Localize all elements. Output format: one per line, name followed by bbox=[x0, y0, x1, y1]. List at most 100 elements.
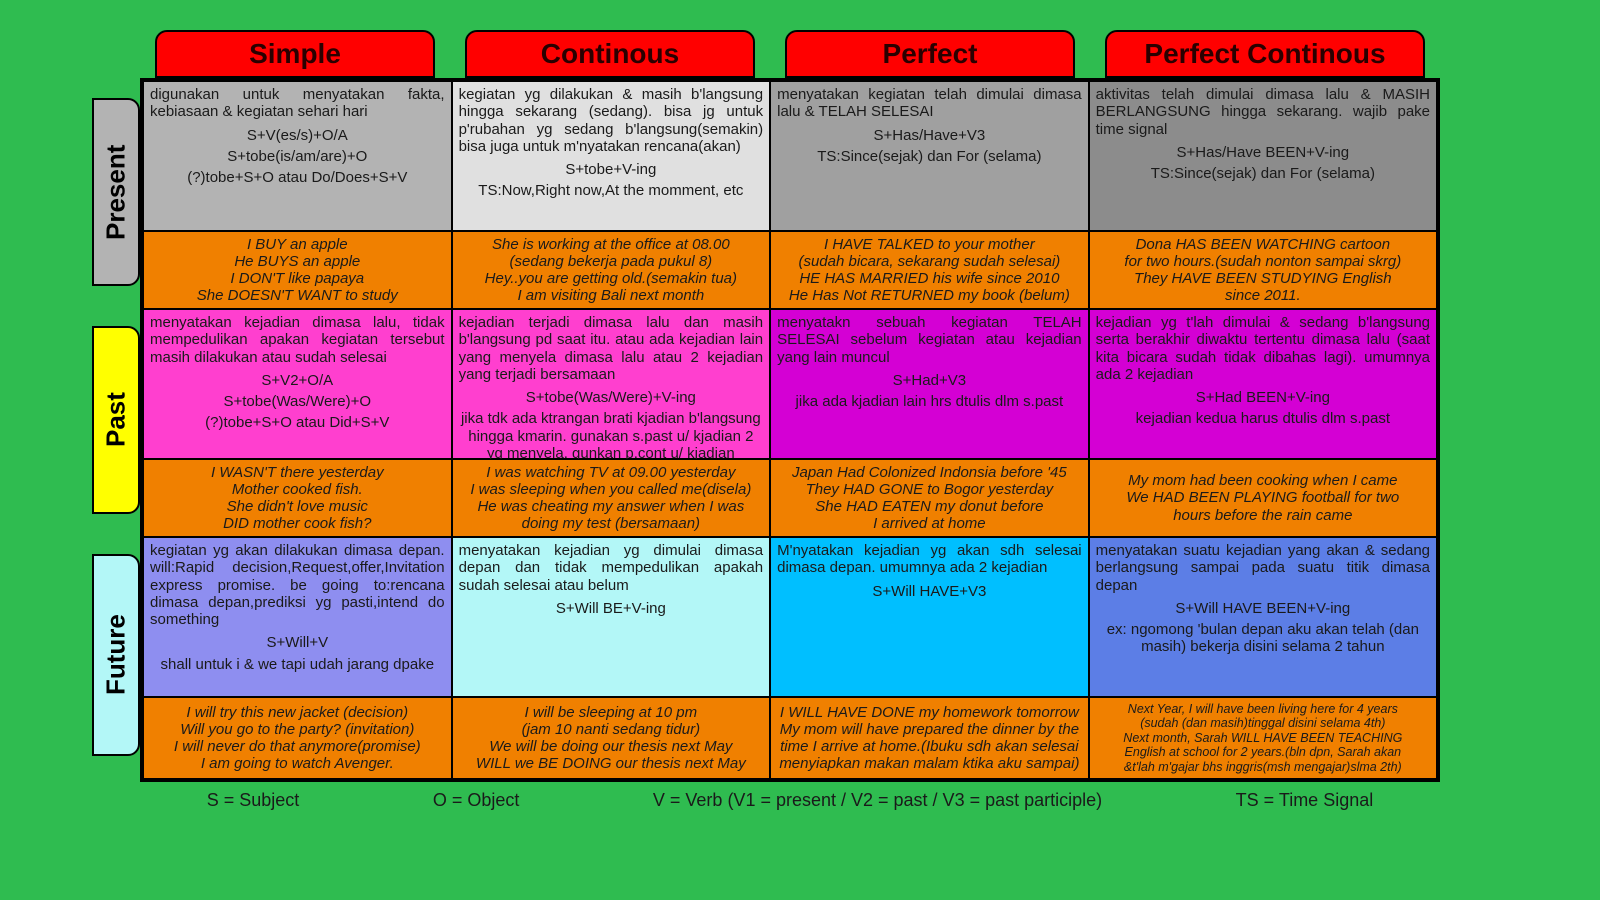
time-signal: TS:Now,Right now,At the momment, etc bbox=[459, 182, 764, 199]
example-line: My mom had been cooking when I came bbox=[1096, 472, 1430, 489]
examples-future-0: I will try this new jacket (decision)Wil… bbox=[143, 697, 452, 779]
example-line: He was cheating my answer when I was bbox=[459, 498, 764, 515]
time-signal: TS:Since(sejak) dan For (selama) bbox=[777, 148, 1082, 165]
legend-item: S = Subject bbox=[207, 790, 300, 811]
formula: S+Had BEEN+V-ing bbox=[1096, 389, 1430, 406]
examples-past-2: Japan Had Colonized Indonsia before '45T… bbox=[770, 459, 1089, 537]
example-line: They HAVE BEEN STUDYING English bbox=[1096, 270, 1430, 287]
example-line: HE HAS MARRIED his wife since 2010 bbox=[777, 270, 1082, 287]
example-line: Will you go to the party? (invitation) bbox=[150, 721, 445, 738]
formula: S+Had+V3 bbox=[777, 372, 1082, 389]
row-tab-past: Past bbox=[92, 326, 140, 514]
desc-text: M'nyatakan kejadian yg akan sdh selesai … bbox=[777, 542, 1082, 577]
example-line: I DON'T like papaya bbox=[150, 270, 445, 287]
formula: S+V2+O/A bbox=[150, 372, 445, 389]
desc-future-2: M'nyatakan kejadian yg akan sdh selesai … bbox=[770, 537, 1089, 697]
examples-present-2: I HAVE TALKED to your mother(sudah bicar… bbox=[770, 231, 1089, 309]
desc-past-3: kejadian yg t'lah dimulai & sedang b'lan… bbox=[1089, 309, 1437, 459]
example-line: We HAD BEEN PLAYING football for two bbox=[1096, 489, 1430, 506]
time-signal: shall untuk i & we tapi udah jarang dpak… bbox=[150, 656, 445, 673]
legend-item: V = Verb (V1 = present / V2 = past / V3 … bbox=[653, 790, 1102, 811]
example-line: Hey..you are getting old.(semakin tua) bbox=[459, 270, 764, 287]
desc-text: kejadian terjadi dimasa lalu dan masih b… bbox=[459, 314, 764, 383]
example-line: I will be sleeping at 10 pm bbox=[459, 704, 764, 721]
desc-text: menyatakn sebuah kegiatan TELAH SELESAI … bbox=[777, 314, 1082, 366]
example-line: My mom will have prepared the dinner by … bbox=[777, 721, 1082, 738]
example-line: She HAD EATEN my donut before bbox=[777, 498, 1082, 515]
example-line: DID mother cook fish? bbox=[150, 515, 445, 532]
example-line: We will be doing our thesis next May bbox=[459, 738, 764, 755]
col-tab-perfect-continous: Perfect Continous bbox=[1105, 30, 1425, 78]
desc-text: menyatakan kejadian dimasa lalu, tidak m… bbox=[150, 314, 445, 366]
example-line: I HAVE TALKED to your mother bbox=[777, 236, 1082, 253]
desc-past-1: kejadian terjadi dimasa lalu dan masih b… bbox=[452, 309, 771, 459]
formula: (?)tobe+S+O atau Do/Does+S+V bbox=[150, 169, 445, 186]
row-tab-present: Present bbox=[92, 98, 140, 286]
desc-text: aktivitas telah dimulai dimasa lalu & MA… bbox=[1096, 86, 1430, 138]
examples-past-1: I was watching TV at 09.00 yesterdayI wa… bbox=[452, 459, 771, 537]
tenses-grid: Simple Continous Perfect Perfect Continous d… bbox=[0, 0, 1600, 900]
col-tab-perfect: Perfect bbox=[785, 30, 1075, 78]
example-line: I was sleeping when you called me(disela… bbox=[459, 481, 764, 498]
example-line: Japan Had Colonized Indonsia before '45 bbox=[777, 464, 1082, 481]
example-line: time I arrive at home.(Ibuku sdh akan se… bbox=[777, 738, 1082, 755]
examples-present-3: Dona HAS BEEN WATCHING cartoonfor two ho… bbox=[1089, 231, 1437, 309]
formula: S+Has/Have+V3 bbox=[777, 127, 1082, 144]
desc-future-0: kegiatan yg akan dilakukan dimasa depan.… bbox=[143, 537, 452, 697]
desc-past-2: menyatakn sebuah kegiatan TELAH SELESAI … bbox=[770, 309, 1089, 459]
desc-text: kegiatan yg akan dilakukan dimasa depan.… bbox=[150, 542, 445, 628]
grid: digunakan untuk menyatakan fakta, kebias… bbox=[140, 78, 1440, 782]
example-line: She DOESN'T WANT to study bbox=[150, 287, 445, 304]
example-line: menyiapkan makan malam ktika aku sampai) bbox=[777, 755, 1082, 772]
example-line: English at school for 2 years.(bln dpn, … bbox=[1096, 745, 1430, 759]
desc-present-0: digunakan untuk menyatakan fakta, kebias… bbox=[143, 81, 452, 231]
formula: S+tobe+V-ing bbox=[459, 161, 764, 178]
example-line: WILL we BE DOING our thesis next May bbox=[459, 755, 764, 772]
example-line: I WASN'T there yesterday bbox=[150, 464, 445, 481]
desc-text: digunakan untuk menyatakan fakta, kebias… bbox=[150, 86, 445, 121]
legend: S = SubjectO = ObjectV = Verb (V1 = pres… bbox=[140, 790, 1440, 811]
formula: (?)tobe+S+O atau Did+S+V bbox=[150, 414, 445, 431]
example-line: doing my test (bersamaan) bbox=[459, 515, 764, 532]
examples-past-3: My mom had been cooking when I cameWe HA… bbox=[1089, 459, 1437, 537]
example-line: Next Year, I will have been living here … bbox=[1096, 702, 1430, 716]
col-tab-continous: Continous bbox=[465, 30, 755, 78]
examples-past-0: I WASN'T there yesterdayMother cooked fi… bbox=[143, 459, 452, 537]
formula: S+Has/Have BEEN+V-ing bbox=[1096, 144, 1430, 161]
formula: S+Will+V bbox=[150, 634, 445, 651]
formula: S+tobe(Was/Were)+V-ing bbox=[459, 389, 764, 406]
desc-future-1: menyatakan kejadian yg dimulai dimasa de… bbox=[452, 537, 771, 697]
desc-text: menyatakan suatu kejadian yang akan & se… bbox=[1096, 542, 1430, 594]
example-line: I was watching TV at 09.00 yesterday bbox=[459, 464, 764, 481]
example-line: (sedang bekerja pada pukul 8) bbox=[459, 253, 764, 270]
desc-present-3: aktivitas telah dimulai dimasa lalu & MA… bbox=[1089, 81, 1437, 231]
formula: S+tobe(is/am/are)+O bbox=[150, 148, 445, 165]
desc-past-0: menyatakan kejadian dimasa lalu, tidak m… bbox=[143, 309, 452, 459]
example-line: They HAD GONE to Bogor yesterday bbox=[777, 481, 1082, 498]
formula: S+Will BE+V-ing bbox=[459, 600, 764, 617]
col-tab-simple: Simple bbox=[155, 30, 435, 78]
example-line: hours before the rain came bbox=[1096, 507, 1430, 524]
desc-text: menyatakan kegiatan telah dimulai dimasa… bbox=[777, 86, 1082, 121]
time-signal: TS:Since(sejak) dan For (selama) bbox=[1096, 165, 1430, 182]
example-line: I will try this new jacket (decision) bbox=[150, 704, 445, 721]
formula: S+tobe(Was/Were)+O bbox=[150, 393, 445, 410]
time-signal: kejadian kedua harus dtulis dlm s.past bbox=[1096, 410, 1430, 427]
formula: S+V(es/s)+O/A bbox=[150, 127, 445, 144]
formula: S+Will HAVE+V3 bbox=[777, 583, 1082, 600]
example-line: (sudah (dan masih)tinggal disini selama … bbox=[1096, 716, 1430, 730]
example-line: I WILL HAVE DONE my homework tomorrow bbox=[777, 704, 1082, 721]
examples-future-2: I WILL HAVE DONE my homework tomorrowMy … bbox=[770, 697, 1089, 779]
examples-future-1: I will be sleeping at 10 pm(jam 10 nanti… bbox=[452, 697, 771, 779]
desc-present-1: kegiatan yg dilakukan & masih b'langsung… bbox=[452, 81, 771, 231]
examples-future-3: Next Year, I will have been living here … bbox=[1089, 697, 1437, 779]
example-line: (jam 10 nanti sedang tidur) bbox=[459, 721, 764, 738]
legend-item: TS = Time Signal bbox=[1236, 790, 1374, 811]
example-line: Next month, Sarah WILL HAVE BEEN TEACHIN… bbox=[1096, 731, 1430, 745]
example-line: He Has Not RETURNED my book (belum) bbox=[777, 287, 1082, 304]
example-line: since 2011. bbox=[1096, 287, 1430, 304]
desc-text: menyatakan kejadian yg dimulai dimasa de… bbox=[459, 542, 764, 594]
row-tab-future: Future bbox=[92, 554, 140, 756]
examples-present-1: She is working at the office at 08.00(se… bbox=[452, 231, 771, 309]
example-line: She didn't love music bbox=[150, 498, 445, 515]
